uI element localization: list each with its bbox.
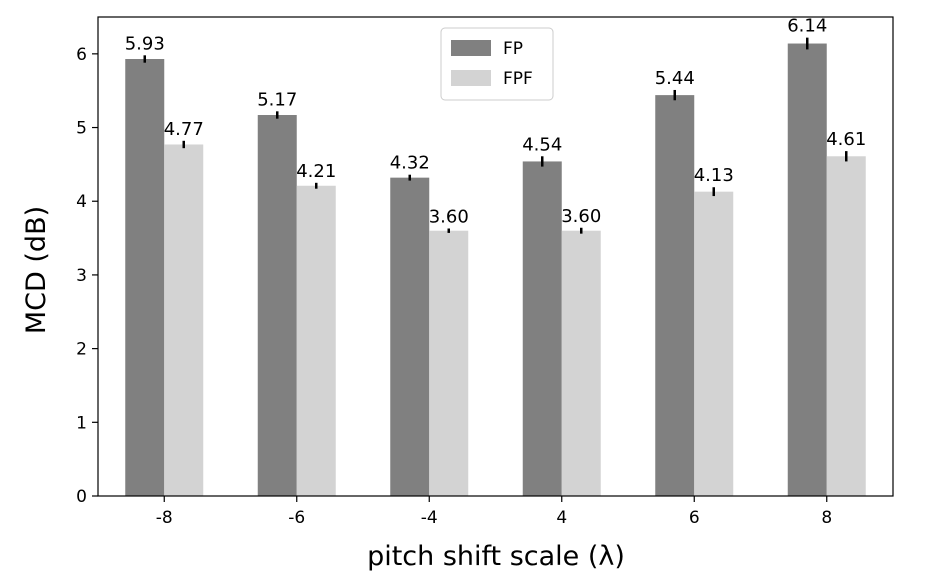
y-tick-label-6: 6 [76,45,87,65]
value-label-fp-0: 5.93 [125,33,165,54]
value-label-fpf-1: 4.21 [296,161,336,182]
x-tick-label-3: 4 [556,508,567,528]
value-label-fpf-5: 4.61 [826,129,866,150]
bar-fpf-4 [694,191,734,497]
value-label-fp-4: 5.44 [655,68,695,89]
value-label-fp-3: 4.54 [522,134,562,155]
plot-area: 5.93 5.17 4.32 4.54 5.44 6.14 4.77 4.21 3.60 3.60… [125,16,866,497]
y-tick-label-0: 0 [76,487,87,507]
axes: 0 1 2 3 4 5 6 -8 -6 -4 4 6 8 [76,16,894,528]
y-tick-label-3: 3 [76,266,87,286]
legend-label-fp: FP [503,39,523,59]
bar-fpf-5 [826,156,866,497]
legend-box [440,27,554,101]
x-tick-label-5: 8 [821,508,832,528]
legend: FP FPF [440,27,554,101]
y-tick-label-4: 4 [76,192,87,212]
bar-fpf-3 [561,230,601,496]
legend-swatch-fpf [451,70,491,86]
value-label-fpf-4: 4.13 [694,165,734,186]
value-label-fp-2: 4.32 [390,153,430,174]
x-tick-label-0: -8 [156,508,173,528]
bar-fp-5 [787,43,827,496]
plot-frame [97,16,894,497]
bar-fpf-1 [296,185,336,497]
bar-fp-2 [390,177,430,496]
value-label-fpf-0: 4.77 [164,119,204,140]
value-label-fp-5: 6.14 [787,16,827,37]
x-axis-title: pitch shift scale (λ) [367,541,625,572]
bar-fp-3 [522,161,562,496]
bar-fp-0 [125,59,165,497]
y-tick-label-2: 2 [76,340,87,360]
legend-label-fpf: FPF [503,69,533,89]
bar-fp-1 [257,115,297,496]
x-tick-label-2: -4 [421,508,438,528]
y-tick-label-1: 1 [76,413,87,433]
y-tick-label-5: 5 [76,119,87,139]
y-axis-title: MCD (dB) [21,206,52,334]
x-tick-label-1: -6 [288,508,305,528]
x-tick-label-4: 6 [689,508,700,528]
legend-swatch-fp [451,40,491,56]
value-label-fpf-2: 3.60 [429,206,469,227]
value-label-fpf-3: 3.60 [561,206,601,227]
value-label-fp-1: 5.17 [257,89,297,110]
bar-fpf-2 [429,230,469,496]
bar-fp-4 [655,95,695,497]
bar-fpf-0 [164,144,204,497]
